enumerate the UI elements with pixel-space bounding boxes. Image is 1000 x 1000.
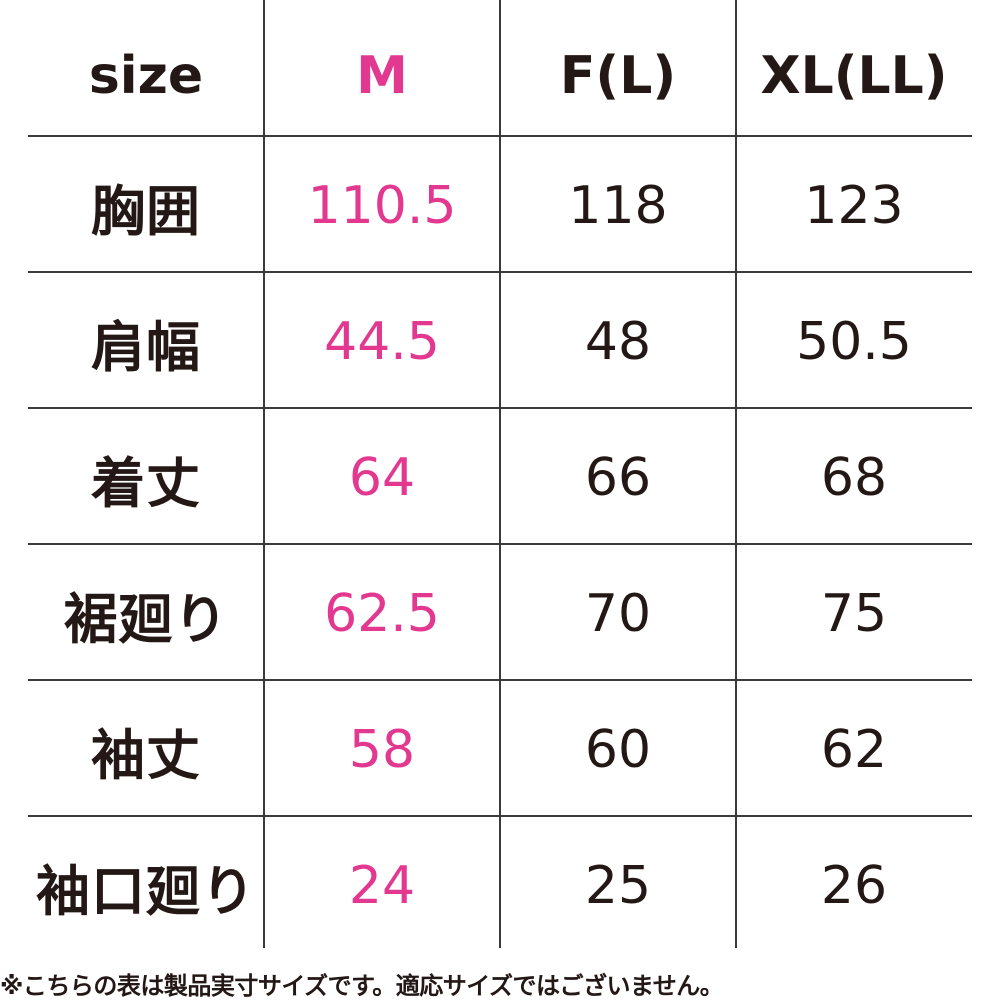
footnote: ※こちらの表は製品実寸サイズです。適応サイズではございません。 (0, 972, 724, 1000)
row-divider (28, 407, 972, 409)
size-value: 64 (348, 448, 416, 508)
row-label: 袖口廻り (36, 859, 256, 923)
row-divider (28, 815, 972, 817)
column-divider (263, 0, 265, 948)
row-divider (28, 679, 972, 681)
header-cell: size (88, 46, 204, 106)
column-divider (735, 0, 737, 948)
size-value: 50.5 (796, 312, 912, 372)
size-value: 70 (584, 584, 652, 644)
header-cell: F(L) (559, 46, 677, 106)
size-value: 110.5 (307, 176, 457, 236)
size-value: 58 (348, 720, 416, 780)
size-value: 123 (804, 176, 904, 236)
size-value: 62 (820, 720, 888, 780)
row-label: 袖丈 (91, 723, 201, 787)
row-label: 裾廻り (63, 587, 229, 651)
size-value: 75 (820, 584, 888, 644)
row-divider (28, 135, 972, 137)
size-value: 60 (584, 720, 652, 780)
header-cell: XL(LL) (760, 46, 948, 106)
header-cell: M (356, 46, 408, 106)
column-divider (499, 0, 501, 948)
row-divider (28, 543, 972, 545)
row-label: 肩幅 (91, 315, 201, 379)
size-value: 44.5 (324, 312, 440, 372)
row-divider (28, 271, 972, 273)
size-value: 26 (820, 856, 888, 916)
size-value: 25 (584, 856, 652, 916)
size-value: 66 (584, 448, 652, 508)
size-value: 68 (820, 448, 888, 508)
row-label: 着丈 (91, 451, 201, 515)
size-value: 48 (584, 312, 652, 372)
size-value: 62.5 (324, 584, 440, 644)
row-label: 胸囲 (91, 179, 201, 243)
size-value: 24 (348, 856, 416, 916)
size-value: 118 (568, 176, 668, 236)
